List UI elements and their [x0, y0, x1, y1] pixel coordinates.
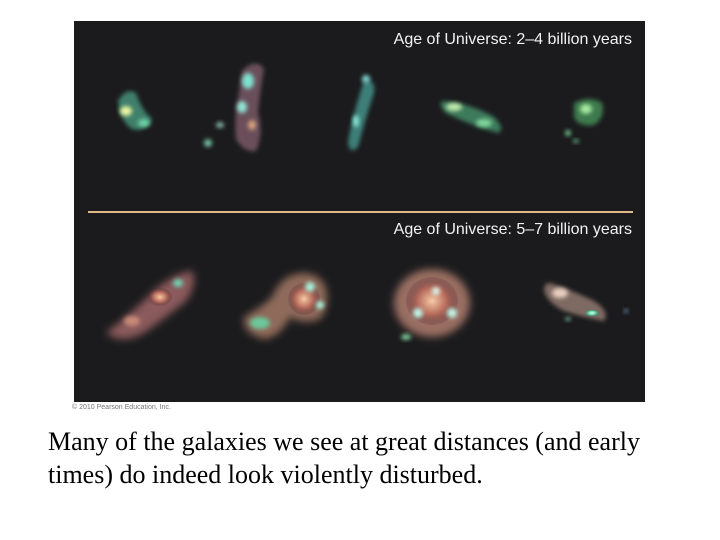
- galaxy-top-3: [348, 75, 375, 151]
- galaxy-top-5: [565, 99, 603, 143]
- copyright-notice: © 2010 Pearson Education, Inc.: [72, 404, 171, 411]
- galaxy-illustration: [106, 63, 628, 340]
- galaxy-top-1: [118, 91, 152, 130]
- galaxy-bottom-1: [106, 271, 194, 339]
- galaxy-figure: Age of Universe: 2–4 billion years Age o…: [74, 21, 645, 402]
- galaxy-top-4: [440, 101, 502, 133]
- slide-caption: Many of the galaxies we see at great dis…: [48, 427, 640, 489]
- galaxy-top-2: [204, 63, 264, 152]
- galaxy-bottom-2: [243, 273, 328, 339]
- bottom-panel-label: Age of Universe: 5–7 billion years: [393, 221, 632, 238]
- galaxy-bottom-4: [544, 283, 628, 321]
- galaxy-bottom-3: [394, 269, 470, 340]
- panel-divider: [88, 211, 633, 213]
- top-panel-label: Age of Universe: 2–4 billion years: [393, 31, 632, 48]
